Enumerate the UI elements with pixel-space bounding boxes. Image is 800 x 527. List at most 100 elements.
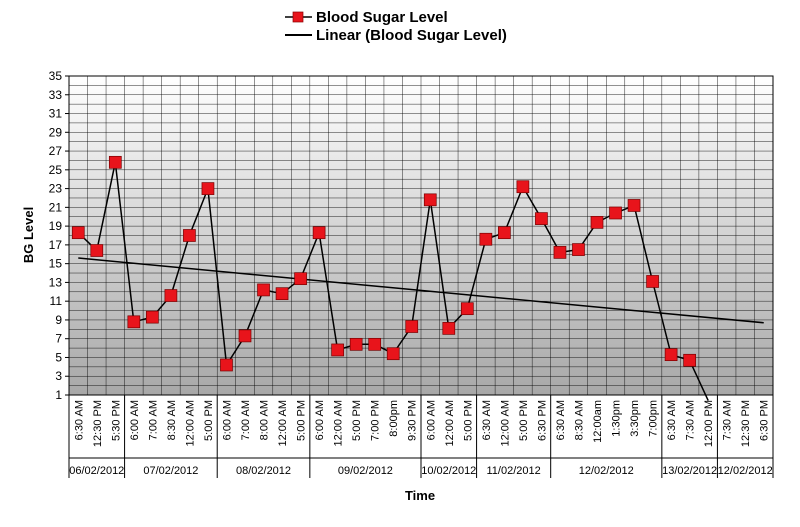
data-point	[664, 348, 678, 362]
legend-item-series: Blood Sugar Level	[285, 9, 448, 26]
data-point	[442, 322, 456, 335]
x-tick-label: 6:30 AM	[555, 400, 567, 440]
date-group-label: 07/02/2012	[143, 465, 198, 477]
data-point	[349, 337, 363, 351]
date-group-label: 12/02/2012	[718, 465, 773, 477]
data-point	[498, 226, 511, 240]
date-group-labels: 06/02/2012 07/02/2012 08/02/2012 09/02/2012…	[68, 395, 774, 478]
y-tick-label: 3	[55, 369, 62, 383]
date-group-label: 08/02/2012	[236, 465, 291, 477]
legend-item-trendline: Linear (Blood Sugar Level)	[285, 27, 507, 44]
data-point	[183, 229, 196, 242]
y-tick-label: 29	[49, 125, 63, 139]
x-tick-label: 1:30pm	[611, 400, 623, 437]
x-axis-title: Time	[405, 488, 435, 503]
data-point	[646, 275, 659, 288]
date-group-label: 11/02/2012	[487, 465, 541, 477]
data-point	[71, 226, 85, 240]
data-point	[460, 302, 474, 316]
x-tick-label: 6:00 AM	[425, 400, 437, 440]
data-point	[294, 272, 307, 286]
series-blood-sugar	[71, 155, 709, 401]
data-point	[423, 193, 437, 207]
data-point	[90, 244, 104, 257]
date-group-label: 12/02/2012	[579, 465, 634, 477]
data-point	[368, 337, 382, 351]
date-group-label: 13/02/2012	[662, 465, 717, 477]
x-tick-label: 12:30 PM	[740, 400, 752, 447]
grid	[68, 75, 774, 396]
y-axis-title: BG Level	[21, 207, 36, 263]
x-tick-label: 5:00 PM	[462, 400, 474, 441]
x-tick-label: 6:30 PM	[536, 400, 548, 441]
x-tick-label: 5:00 PM	[518, 400, 530, 441]
x-tick-label: 5:00 PM	[296, 400, 308, 441]
x-tick-label: 6:30 AM	[481, 400, 493, 440]
x-tick-label: 12:00 AM	[333, 400, 345, 446]
legend-series-marker	[292, 11, 304, 23]
x-tick-label: 12:00 AM	[499, 400, 511, 446]
data-point	[590, 216, 604, 229]
date-group-label: 06/02/2012	[69, 465, 124, 477]
data-point	[238, 329, 252, 343]
date-group-label: 10/02/2012	[421, 465, 476, 477]
y-tick-label: 13	[49, 275, 63, 289]
y-tick-label: 33	[49, 88, 63, 102]
y-tick-label: 25	[49, 163, 63, 177]
x-tick-label: 6:30 PM	[759, 400, 771, 441]
x-tick-label: 7:00pm	[648, 400, 660, 437]
legend-series-label: Blood Sugar Level	[316, 9, 448, 26]
data-point	[312, 226, 326, 240]
data-point	[405, 320, 419, 333]
x-tick-label: 9:30 PM	[407, 400, 419, 441]
trendline	[78, 257, 764, 324]
y-tick-label: 11	[50, 294, 63, 308]
x-tick-label: 6:30 AM	[73, 400, 85, 440]
x-tick-label: 7:30 AM	[722, 400, 734, 440]
y-tick-label: 9	[55, 313, 62, 327]
data-point	[609, 206, 622, 220]
y-tick-label: 21	[49, 200, 63, 214]
data-point	[535, 212, 548, 225]
data-point	[683, 353, 696, 367]
data-point	[108, 155, 122, 169]
y-tick-label: 15	[49, 257, 63, 271]
data-point	[146, 310, 159, 324]
x-tick-label: 12:00 AM	[277, 400, 289, 446]
y-tick-label: 1	[55, 388, 62, 402]
x-tick-label: 5:00 PM	[203, 400, 215, 441]
date-group-label: 09/02/2012	[338, 465, 393, 477]
x-tick-label: 3:30pm	[629, 400, 641, 437]
x-tick-label: 12:00 AM	[444, 400, 456, 446]
data-point	[275, 287, 289, 301]
y-tick-label: 23	[49, 182, 63, 196]
data-point	[516, 180, 530, 194]
y-tick-label: 19	[49, 219, 63, 233]
x-tick-label: 12:00 AM	[184, 400, 196, 446]
x-tick-label: 7:00 AM	[240, 400, 252, 440]
data-point	[127, 315, 141, 329]
data-point	[331, 343, 344, 357]
x-tick-label: 12:30 PM	[92, 400, 104, 447]
y-tick-label: 27	[49, 144, 63, 158]
x-tick-label: 6:30 AM	[666, 400, 678, 440]
x-tick-label: 6:00 AM	[129, 400, 141, 440]
data-point	[386, 347, 400, 361]
x-tick-label: 8:00pm	[388, 400, 400, 437]
data-point	[479, 232, 493, 246]
data-point	[553, 246, 567, 259]
x-tick-label: 8:30 AM	[166, 400, 178, 440]
x-tick-label: 8:00 AM	[259, 400, 271, 440]
y-tick-label: 35	[49, 69, 63, 83]
x-tick-label: 6:00 AM	[221, 400, 233, 440]
y-tick-label: 5	[55, 350, 62, 364]
x-tick-label: 7:00 AM	[147, 400, 159, 440]
x-axis-ticks: 6:30 AM 12:30 PM 5:30 PM 6:00 AM 7:00 AM 8:30…	[73, 400, 770, 447]
x-tick-label: 5:30 PM	[110, 400, 122, 441]
x-tick-label: 5:00 PM	[351, 400, 363, 441]
legend: Blood Sugar Level Linear (Blood Sugar Le…	[285, 9, 507, 44]
trendline-line	[78, 257, 764, 324]
data-point	[201, 182, 215, 195]
